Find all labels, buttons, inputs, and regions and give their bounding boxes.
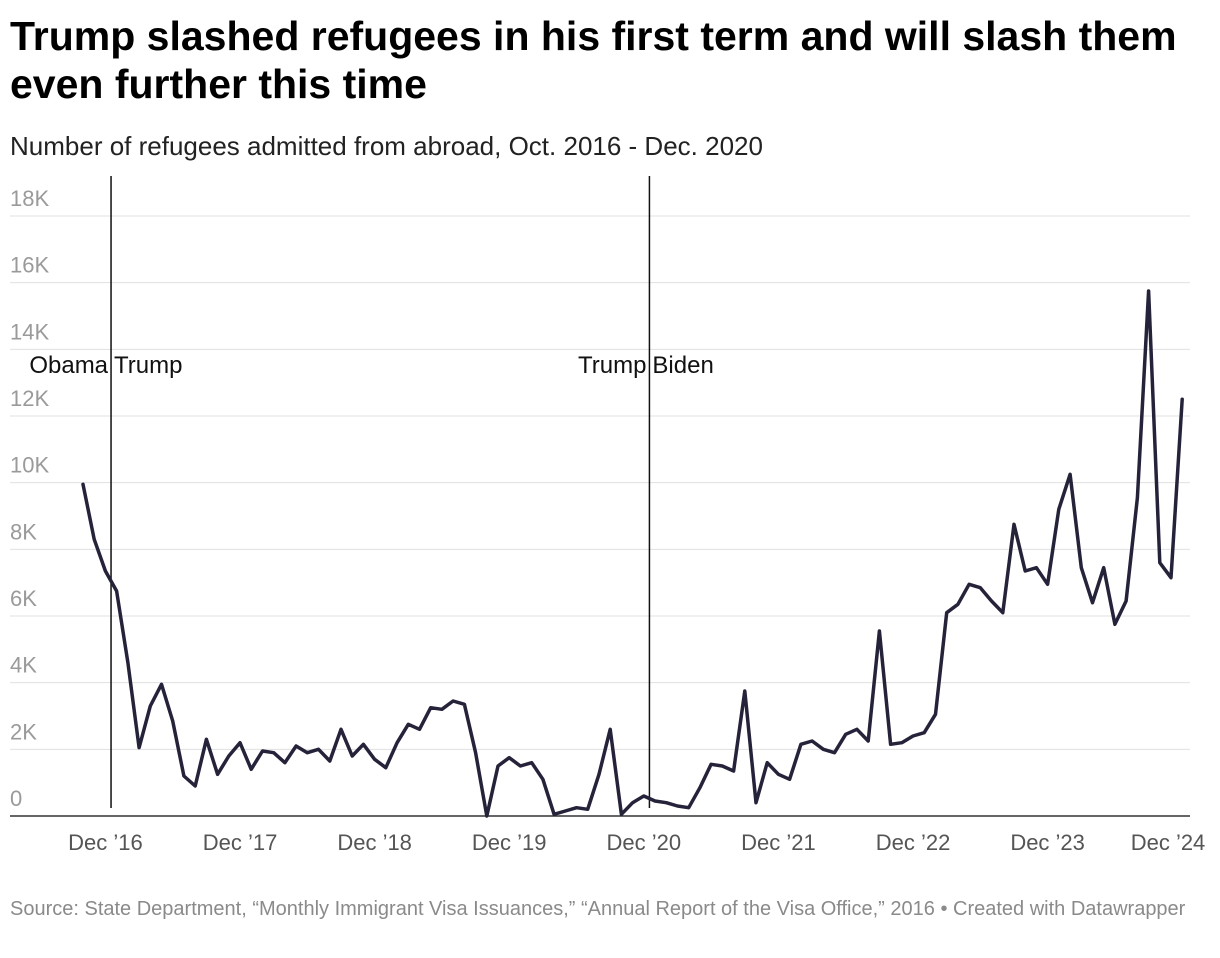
x-tick-label: Dec ’18 bbox=[337, 830, 412, 855]
chart-subtitle: Number of refugees admitted from abroad,… bbox=[10, 131, 763, 161]
y-tick-label: 18K bbox=[10, 186, 49, 211]
x-tick-label: Dec ’22 bbox=[876, 830, 951, 855]
y-tick-label: 12K bbox=[10, 386, 49, 411]
source-note: Source: State Department, “Monthly Immig… bbox=[10, 898, 1186, 920]
y-tick-label: 16K bbox=[10, 253, 49, 278]
y-tick-label: 10K bbox=[10, 453, 49, 478]
chart-area: 0 2K 4K 6K 8K 10K 12K 14K 16K 18K Dec ’16 Dec ’17 De… bbox=[0, 168, 1220, 868]
y-tick-label: 2K bbox=[10, 719, 37, 744]
line-chart: 0 2K 4K 6K 8K 10K 12K 14K 16K 18K Dec ’16 Dec ’17 De… bbox=[10, 176, 1206, 855]
y-tick-label: 0 bbox=[10, 786, 22, 811]
x-tick-label: Dec ’19 bbox=[472, 830, 547, 855]
x-tick-label: Dec ’17 bbox=[203, 830, 278, 855]
x-tick-label: Dec ’23 bbox=[1010, 830, 1085, 855]
term-marker-label-right: Trump bbox=[114, 352, 182, 379]
y-tick-label: 14K bbox=[10, 319, 49, 344]
term-marker-label-left: Obama bbox=[29, 352, 108, 379]
x-tick-label: Dec ’21 bbox=[741, 830, 816, 855]
y-tick-label: 8K bbox=[10, 519, 37, 544]
x-tick-label: Dec ’24 bbox=[1131, 830, 1206, 855]
y-tick-label: 6K bbox=[10, 586, 37, 611]
y-tick-label: 4K bbox=[10, 653, 37, 678]
x-tick-label: Dec ’16 bbox=[68, 830, 143, 855]
term-marker-label-right: Biden bbox=[652, 352, 713, 379]
x-tick-label: Dec ’20 bbox=[607, 830, 682, 855]
term-marker-label-left: Trump bbox=[578, 352, 646, 379]
chart-title: Trump slashed refugees in his first term… bbox=[10, 13, 1177, 107]
data-series-line bbox=[81, 289, 1184, 818]
